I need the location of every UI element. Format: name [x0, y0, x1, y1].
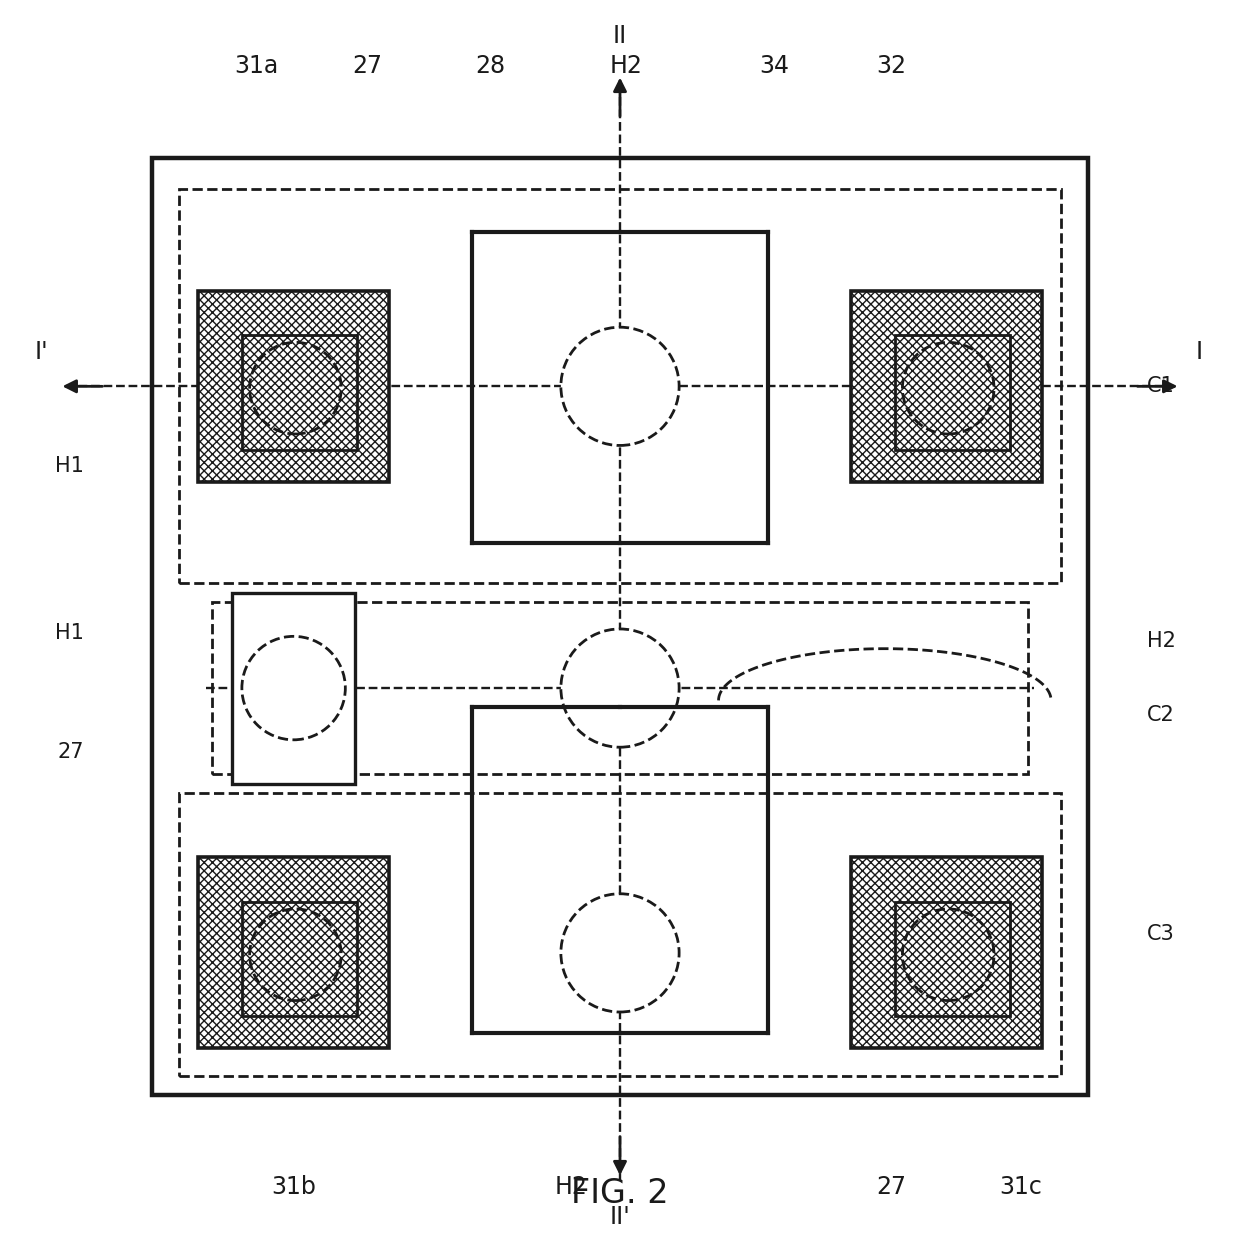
Bar — [198, 857, 389, 1049]
Text: C1: C1 — [1147, 376, 1176, 396]
Text: 31c: 31c — [999, 1175, 1042, 1199]
Bar — [243, 336, 357, 450]
Bar — [895, 902, 1009, 1016]
Bar — [153, 158, 1087, 1095]
Text: 28: 28 — [476, 54, 506, 78]
Bar — [198, 291, 389, 482]
Text: 27: 27 — [875, 1175, 906, 1199]
Text: 32: 32 — [875, 54, 906, 78]
Text: H2: H2 — [554, 1175, 588, 1199]
Bar — [232, 593, 355, 783]
Text: C3: C3 — [1147, 925, 1176, 945]
Bar — [198, 291, 389, 482]
Text: 34: 34 — [759, 54, 789, 78]
Text: H2: H2 — [610, 54, 642, 78]
Text: 31b: 31b — [272, 1175, 316, 1199]
Text: 31a: 31a — [234, 54, 279, 78]
Text: I': I' — [35, 340, 48, 363]
Text: 27: 27 — [352, 54, 382, 78]
Text: C2: C2 — [1147, 705, 1176, 725]
Bar — [243, 902, 357, 1016]
Bar — [198, 857, 389, 1049]
Bar — [212, 601, 1028, 774]
Circle shape — [560, 629, 680, 747]
Text: FIG. 2: FIG. 2 — [572, 1177, 668, 1209]
Bar — [179, 189, 1061, 584]
Bar — [851, 857, 1042, 1049]
Bar — [895, 336, 1009, 450]
Bar — [851, 857, 1042, 1049]
Bar — [179, 793, 1061, 1076]
Text: II': II' — [610, 1205, 630, 1229]
Text: II: II — [613, 24, 627, 48]
Text: H1: H1 — [56, 623, 84, 643]
Circle shape — [560, 893, 680, 1012]
Text: 27: 27 — [58, 742, 84, 762]
Text: H2: H2 — [1147, 632, 1176, 652]
Text: H1: H1 — [56, 456, 84, 476]
Circle shape — [560, 327, 680, 446]
Bar — [851, 291, 1042, 482]
Bar — [851, 291, 1042, 482]
Text: I: I — [1195, 340, 1203, 363]
